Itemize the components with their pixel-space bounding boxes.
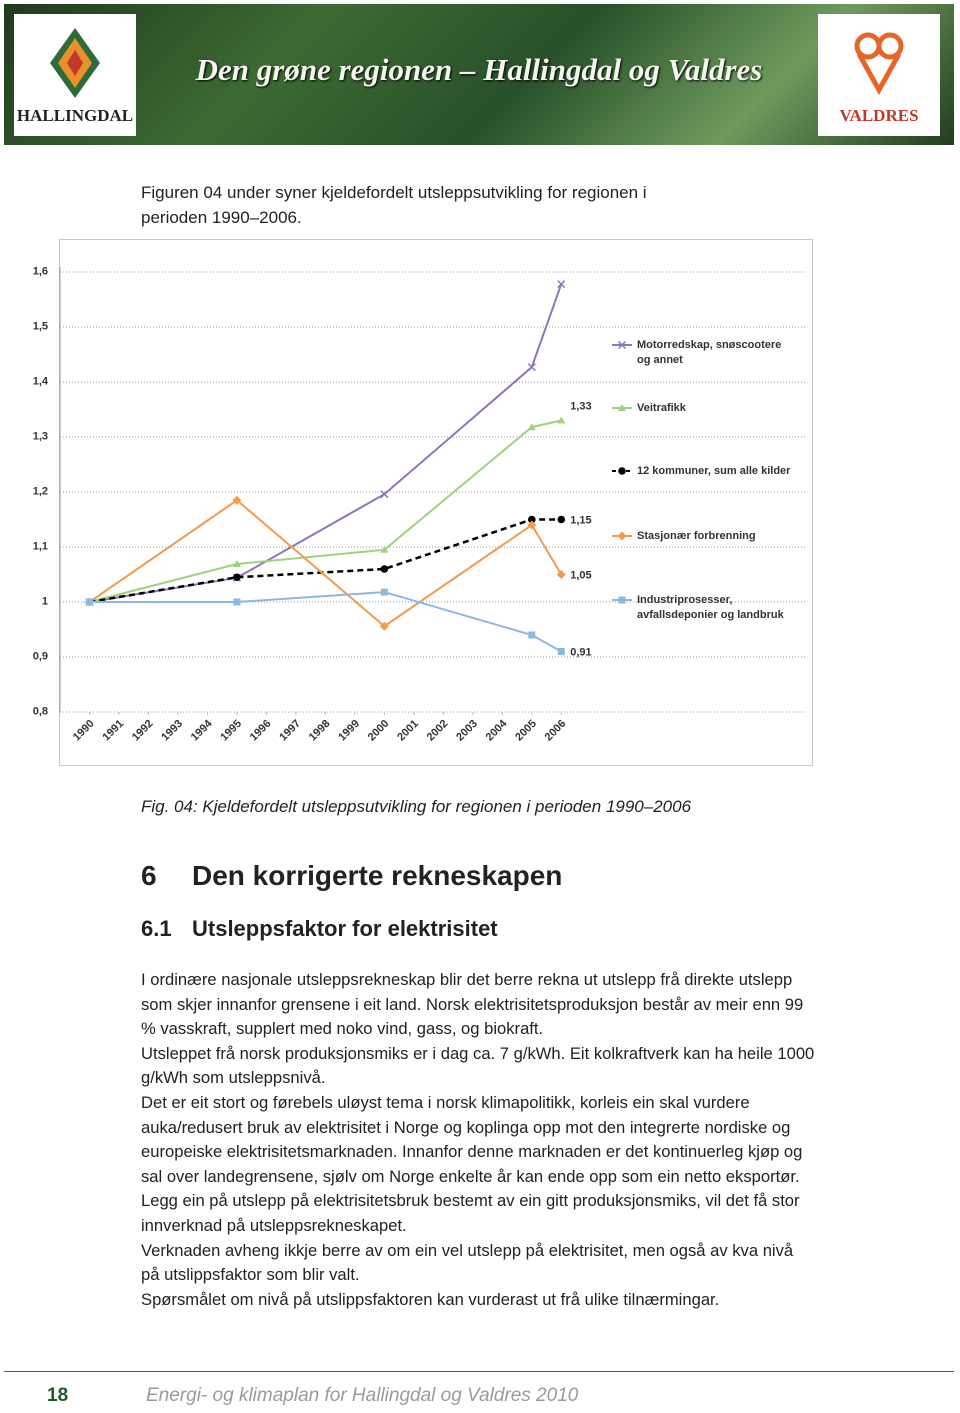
y-tick-label: 1,6 <box>33 265 48 277</box>
value-label: 0,91 <box>570 646 591 658</box>
value-label: 1,05 <box>570 569 591 581</box>
footer-rule <box>4 1371 954 1372</box>
x-tick-label: 2000 <box>366 718 392 744</box>
legend-label: Industriprosesser, avfallsdeponier og la… <box>637 594 784 621</box>
marker <box>380 588 388 596</box>
marker <box>379 621 389 631</box>
marker <box>557 416 566 424</box>
marker <box>380 565 389 573</box>
paragraph: I ordinære nasjonale utsleppsrekneskap b… <box>141 970 804 1039</box>
x-tick-label: 1991 <box>100 718 126 744</box>
marker <box>380 490 389 499</box>
section-number: 6 <box>141 860 157 891</box>
series-line <box>89 591 562 653</box>
legend-swatch <box>612 596 632 604</box>
logo-hallingdal: HALLINGDAL <box>14 14 136 136</box>
legend-item: Industriprosesser, avfallsdeponier og la… <box>612 593 797 623</box>
x-tick-label: 1994 <box>189 717 215 743</box>
marker <box>556 570 566 579</box>
y-tick-label: 1 <box>42 595 48 607</box>
x-tick-label: 2005 <box>513 718 539 744</box>
paragraph: Spørsmålet om nivå på utslippsfaktoren k… <box>141 1289 720 1309</box>
page-number: 18 <box>47 1385 69 1406</box>
marker <box>233 598 241 606</box>
marker <box>618 467 626 475</box>
banner-title: Den grøne regionen – Hallingdal og Valdr… <box>195 52 763 87</box>
legend-swatch <box>612 340 632 350</box>
x-tick-label: 1993 <box>159 718 185 744</box>
x-tick-label: 1999 <box>336 718 362 744</box>
legend-label: Motorredskap, snøscootere og annet <box>637 339 782 366</box>
series-line <box>88 498 563 628</box>
legend-label: Stasjonær forbrenning <box>637 530 756 542</box>
y-tick-label: 1,5 <box>33 320 48 332</box>
x-tick-label: 2006 <box>543 718 569 744</box>
marker <box>557 280 566 289</box>
y-tick-label: 1,1 <box>33 540 48 552</box>
marker <box>618 596 626 604</box>
x-tick-label: 2002 <box>425 718 451 744</box>
marker <box>617 340 627 350</box>
legend-swatch <box>612 467 632 475</box>
marker <box>232 560 241 568</box>
logo-text: VALDRES <box>839 106 919 125</box>
y-tick-label: 0,8 <box>33 705 48 717</box>
banner: HALLINGDAL Den grøne regionen – Hallingd… <box>4 4 954 145</box>
y-tick-label: 0,9 <box>33 650 48 662</box>
logo-emblem <box>854 32 904 96</box>
logo-text: HALLINGDAL <box>16 106 134 125</box>
marker <box>85 598 93 606</box>
legend-label: 12 kommuner, sum alle kilder <box>637 465 791 477</box>
body-text: I ordinære nasjonale utsleppsrekneskap b… <box>141 968 816 1312</box>
marker <box>380 545 389 553</box>
marker <box>233 573 241 582</box>
subsection-number: 6.1 <box>141 916 172 941</box>
marker <box>527 520 537 530</box>
y-tick-label: 1,3 <box>33 430 48 442</box>
x-tick-label: 2001 <box>395 718 421 744</box>
marker <box>617 531 627 541</box>
legend-item: Veitrafikk <box>612 401 797 416</box>
value-label: 1,33 <box>570 400 591 412</box>
series-line <box>89 518 562 604</box>
x-tick-label: 1995 <box>218 718 244 744</box>
paragraph: Verknaden avheng ikkje berre av om ein v… <box>141 1240 794 1285</box>
footer-title: Energi- og klimaplan for Hallingdal og V… <box>146 1385 579 1406</box>
marker <box>527 423 536 431</box>
marker <box>557 648 565 655</box>
marker <box>527 515 536 524</box>
x-tick-label: 1997 <box>277 718 303 744</box>
x-tick-label: 1992 <box>130 718 156 744</box>
legend-item: Stasjonær forbrenning <box>612 529 797 544</box>
x-tick-label: 1996 <box>248 718 274 744</box>
legend-swatch <box>612 404 632 411</box>
logo-valdres: VALDRES <box>818 14 940 136</box>
legend-item: 12 kommuner, sum alle kilder <box>612 464 797 479</box>
paragraph: Det er eit stort og førebels uløyst tema… <box>141 1092 803 1186</box>
marker <box>232 495 242 505</box>
legend-swatch <box>612 531 632 541</box>
x-tick-label: 2004 <box>484 717 510 743</box>
y-tick-label: 1,2 <box>33 485 48 497</box>
paragraph: Legg ein på utslepp på elektrisitetsbruk… <box>141 1191 800 1235</box>
section-title: Den korrigerte rekneskapen <box>192 860 563 891</box>
intro-text: Figuren 04 under syner kjeldefordelt uts… <box>141 183 647 227</box>
x-tick-label: 2003 <box>454 718 480 744</box>
legend-item: Motorredskap, snøscootere og annet <box>612 338 797 368</box>
legend-label: Veitrafikk <box>637 402 686 414</box>
x-tick-label: 1998 <box>307 718 333 744</box>
value-label: 1,15 <box>570 514 591 526</box>
marker <box>618 404 626 411</box>
marker <box>528 631 536 639</box>
x-tick-label: 1990 <box>71 718 97 744</box>
marker <box>557 515 566 524</box>
figure-caption: Fig. 04: Kjeldefordelt utsleppsutvikling… <box>141 797 692 816</box>
marker <box>527 363 536 372</box>
logo-emblem <box>50 28 100 98</box>
y-tick-label: 1,4 <box>33 375 49 387</box>
subsection-title: Utsleppsfaktor for elektrisitet <box>192 916 498 941</box>
paragraph: Utsleppet frå norsk produksjonsmiks er i… <box>141 1043 815 1088</box>
